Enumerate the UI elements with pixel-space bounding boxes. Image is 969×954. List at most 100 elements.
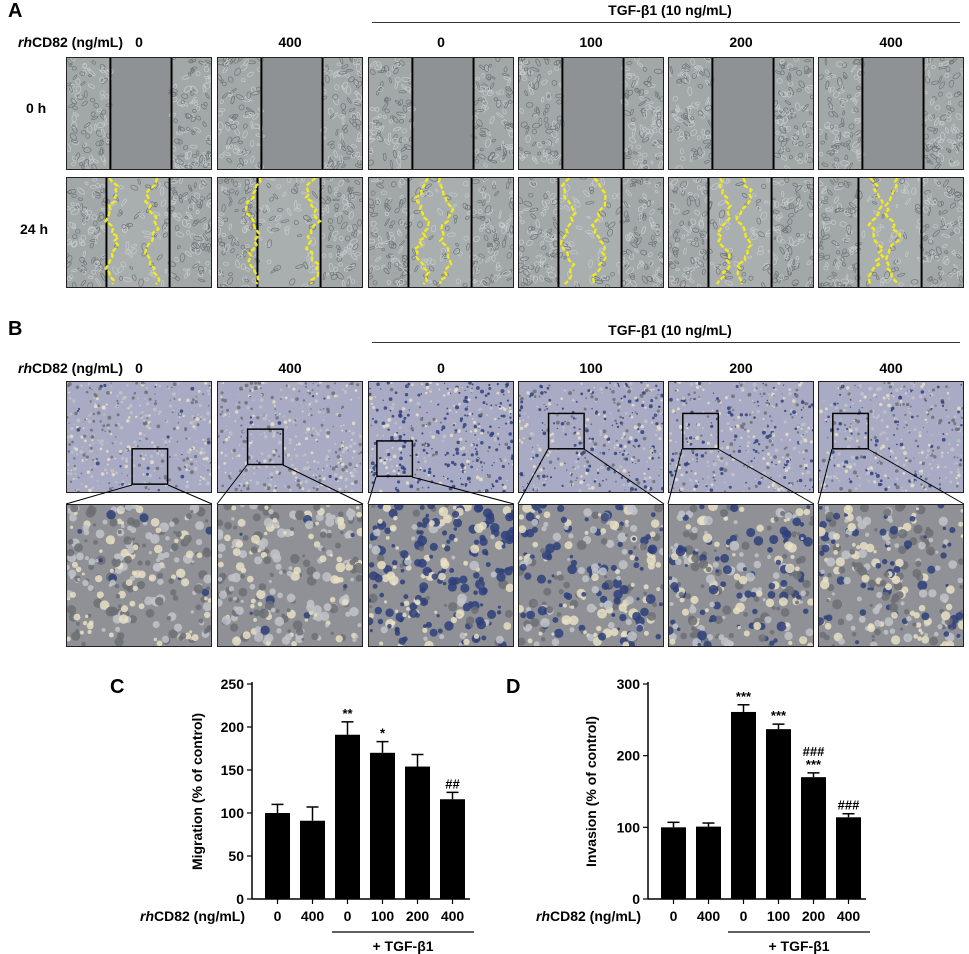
x-tick-label-C-5: 400 [441, 908, 465, 924]
bar-D-4 [801, 777, 826, 899]
bar-C-0 [265, 813, 290, 899]
tgf-divider-b [372, 342, 960, 343]
y-tick-label-C-50: 50 [228, 848, 244, 864]
b-dose-label-5: 400 [879, 360, 903, 376]
panel-letter-c: C [110, 676, 125, 698]
bar-D-5 [836, 817, 861, 899]
time-label-24h: 24 h [20, 221, 49, 237]
a-dose-label-4: 200 [729, 34, 753, 50]
wound-image-r0-c0 [66, 57, 212, 170]
wound-image-r1-c1 [217, 177, 363, 288]
annotation-C-2-0: ** [342, 706, 353, 721]
wound-image-r1-c0 [66, 177, 212, 288]
transwell-overview-c5 [818, 381, 964, 493]
y-tick-label-C-150: 150 [221, 762, 245, 778]
x-tick-label-C-3: 100 [371, 908, 395, 924]
zoom-connector-left-5 [817, 448, 833, 505]
y-tick-label-D-300: 300 [617, 676, 641, 692]
x-tick-label-C-4: 200 [406, 908, 430, 924]
a-dose-label-0: 0 [135, 34, 143, 50]
annotation-C-3-0: * [380, 726, 386, 741]
tgf-label-a: TGF-β1 (10 ng/mL) [608, 2, 732, 18]
annotation-C-5-0: ## [445, 776, 460, 791]
treatment-label-C: rhCD82 (ng/mL) [140, 908, 245, 924]
bar-C-4 [405, 766, 430, 899]
x-tick-label-D-4: 200 [802, 908, 826, 924]
annotation-D-4-1: *** [806, 757, 822, 772]
bar-C-1 [300, 820, 325, 899]
transwell-overview-c2 [368, 381, 514, 493]
panel-letter-a: A [8, 0, 23, 22]
b-dose-label-0: 0 [135, 360, 143, 376]
bar-C-3 [370, 752, 395, 899]
bar-C-5 [440, 799, 465, 899]
zoom-connector-left-0 [65, 484, 133, 505]
wound-image-r0-c5 [818, 57, 964, 170]
y-tick-label-D-0: 0 [632, 891, 640, 907]
bar-D-1 [696, 826, 721, 899]
x-tick-label-D-1: 400 [697, 908, 721, 924]
bar-D-0 [661, 827, 686, 899]
bar-D-3 [766, 729, 791, 899]
y-tick-label-C-200: 200 [221, 719, 245, 735]
bar-D-2 [731, 711, 756, 899]
y-axis-label-D: Invasion (% of control) [583, 716, 599, 867]
annotation-D-3-0: *** [771, 708, 787, 723]
y-tick-label-D-200: 200 [617, 748, 641, 764]
chart-D: 0 100 200 300 Invasion (% of control) 0 400 0 **… [536, 676, 870, 954]
time-label-0h: 0 h [26, 100, 47, 116]
zoom-connector-right-3 [583, 448, 665, 505]
wound-image-r0-c1 [217, 57, 363, 170]
transwell-zoom-c2 [368, 504, 514, 647]
b-dose-label-3: 100 [579, 360, 603, 376]
treatment-label-a: rhCD82 (ng/mL) [18, 34, 123, 50]
a-dose-label-5: 400 [879, 34, 903, 50]
a-dose-label-1: 400 [278, 34, 302, 50]
panel-letter-d: D [506, 676, 521, 698]
annotation-D-2-0: *** [736, 689, 752, 704]
treatment-label-D: rhCD82 (ng/mL) [536, 908, 641, 924]
transwell-overview-c4 [668, 381, 814, 493]
b-dose-label-4: 200 [729, 360, 753, 376]
annotation-D-5-0: ### [838, 798, 860, 813]
transwell-zoom-c3 [518, 504, 664, 647]
tgf-divider-a [372, 22, 960, 23]
tgf-label-b: TGF-β1 (10 ng/mL) [608, 322, 732, 338]
zoom-connector-right-5 [867, 448, 965, 505]
x-tick-label-D-0: 0 [670, 908, 678, 924]
wound-image-r1-c5 [818, 177, 964, 288]
treatment-label-b: rhCD82 (ng/mL) [18, 360, 123, 376]
wound-image-r0-c4 [668, 57, 814, 170]
transwell-zoom-c1 [217, 504, 363, 647]
x-tick-label-C-1: 400 [301, 908, 325, 924]
wound-image-r0-c3 [518, 57, 664, 170]
y-tick-label-C-0: 0 [236, 891, 244, 907]
bar-C-2 [335, 734, 360, 899]
transwell-zoom-c4 [668, 504, 814, 647]
zoom-connector-left-4 [667, 448, 683, 505]
a-dose-label-2: 0 [437, 34, 445, 50]
wound-image-r0-c2 [368, 57, 514, 170]
chart-C: 0 50 100 150 200 250 Migration (% of control) 0… [140, 676, 474, 954]
y-tick-label-C-250: 250 [221, 676, 245, 692]
y-axis-label-C: Migration (% of control) [189, 713, 205, 870]
zoom-connector-right-0 [167, 484, 213, 505]
x-tick-label-C-0: 0 [274, 908, 282, 924]
a-dose-label-3: 100 [579, 34, 603, 50]
zoom-connector-right-4 [717, 448, 815, 505]
transwell-zoom-c5 [818, 504, 964, 647]
b-dose-label-2: 0 [437, 360, 445, 376]
tgf-plus-label-D: + TGF-β1 [768, 938, 829, 954]
tgf-plus-label-C: + TGF-β1 [372, 938, 433, 954]
annotation-D-4-0: ### [803, 744, 825, 759]
panel-letter-b: B [8, 318, 23, 340]
transwell-zoom-c0 [66, 504, 212, 647]
transwell-overview-c3 [518, 381, 664, 493]
x-tick-label-D-5: 400 [837, 908, 861, 924]
zoom-connector-right-2 [411, 476, 515, 505]
x-tick-label-D-3: 100 [767, 908, 791, 924]
zoom-connector-right-1 [282, 464, 364, 505]
y-tick-label-C-100: 100 [221, 805, 245, 821]
wound-image-r1-c4 [668, 177, 814, 288]
